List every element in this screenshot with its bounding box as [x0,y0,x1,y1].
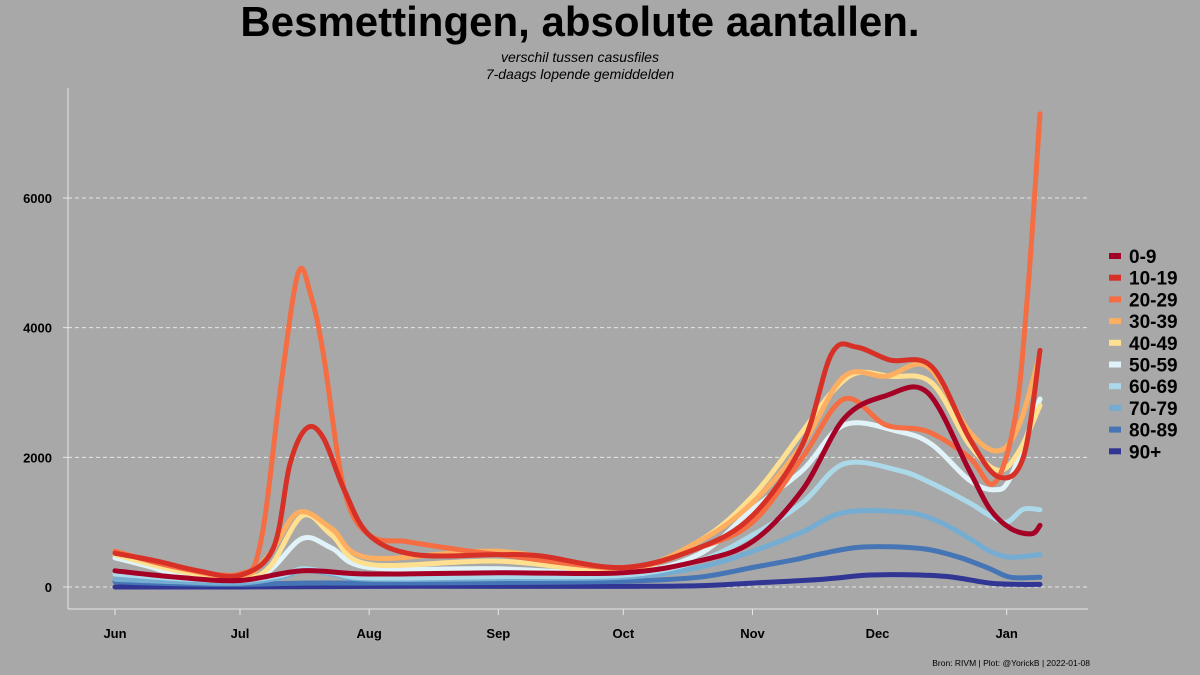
chart-title: Besmettingen, absolute aantallen. [240,0,919,45]
chart-subtitle-line1: verschil tussen casusfiles [501,49,659,65]
x-tick-label-dec: Dec [866,626,890,641]
x-tick-label-jun: Jun [103,626,126,641]
axis-layer: 0 2000 4000 6000 Jun Jul Aug Sep Oct Nov Dec Jan [23,88,1088,641]
x-tick-label-jul: Jul [231,626,250,641]
legend-label-60-69: 60-69 [1129,377,1178,398]
x-tick-label-nov: Nov [740,626,765,641]
chart-caption: Bron: RIVM | Plot: @YorickB | 2022-01-08 [932,658,1090,668]
x-tick-label-jan: Jan [995,626,1017,641]
x-tick-label-aug: Aug [357,626,382,641]
x-tick-label-sep: Sep [486,626,510,641]
series-layer [112,111,1043,590]
legend-label-50-59: 50-59 [1129,356,1178,377]
chart-subtitle-line2: 7-daags lopende gemiddelden [486,66,675,82]
legend-label-20-29: 20-29 [1129,290,1178,311]
legend-label-90plus: 90+ [1129,442,1161,463]
legend: 0-910-1920-2930-3940-4950-5960-6970-7980… [1109,247,1178,463]
y-tick-label-2000: 2000 [23,450,52,465]
legend-label-0-9: 0-9 [1129,247,1156,268]
legend-label-30-39: 30-39 [1129,312,1178,333]
legend-label-80-89: 80-89 [1129,421,1178,442]
series-line-0-9 [112,384,1043,584]
y-tick-label-6000: 6000 [23,191,52,206]
series-line-10-19 [112,341,1043,580]
legend-label-40-49: 40-49 [1129,334,1178,355]
y-tick-label-0: 0 [45,580,52,595]
series-line-80-89 [112,544,1043,587]
y-tick-label-4000: 4000 [23,321,52,336]
legend-label-10-19: 10-19 [1129,269,1178,290]
x-tick-label-oct: Oct [612,626,634,641]
legend-label-70-79: 70-79 [1129,399,1178,420]
series-line-90plus [112,572,1043,590]
